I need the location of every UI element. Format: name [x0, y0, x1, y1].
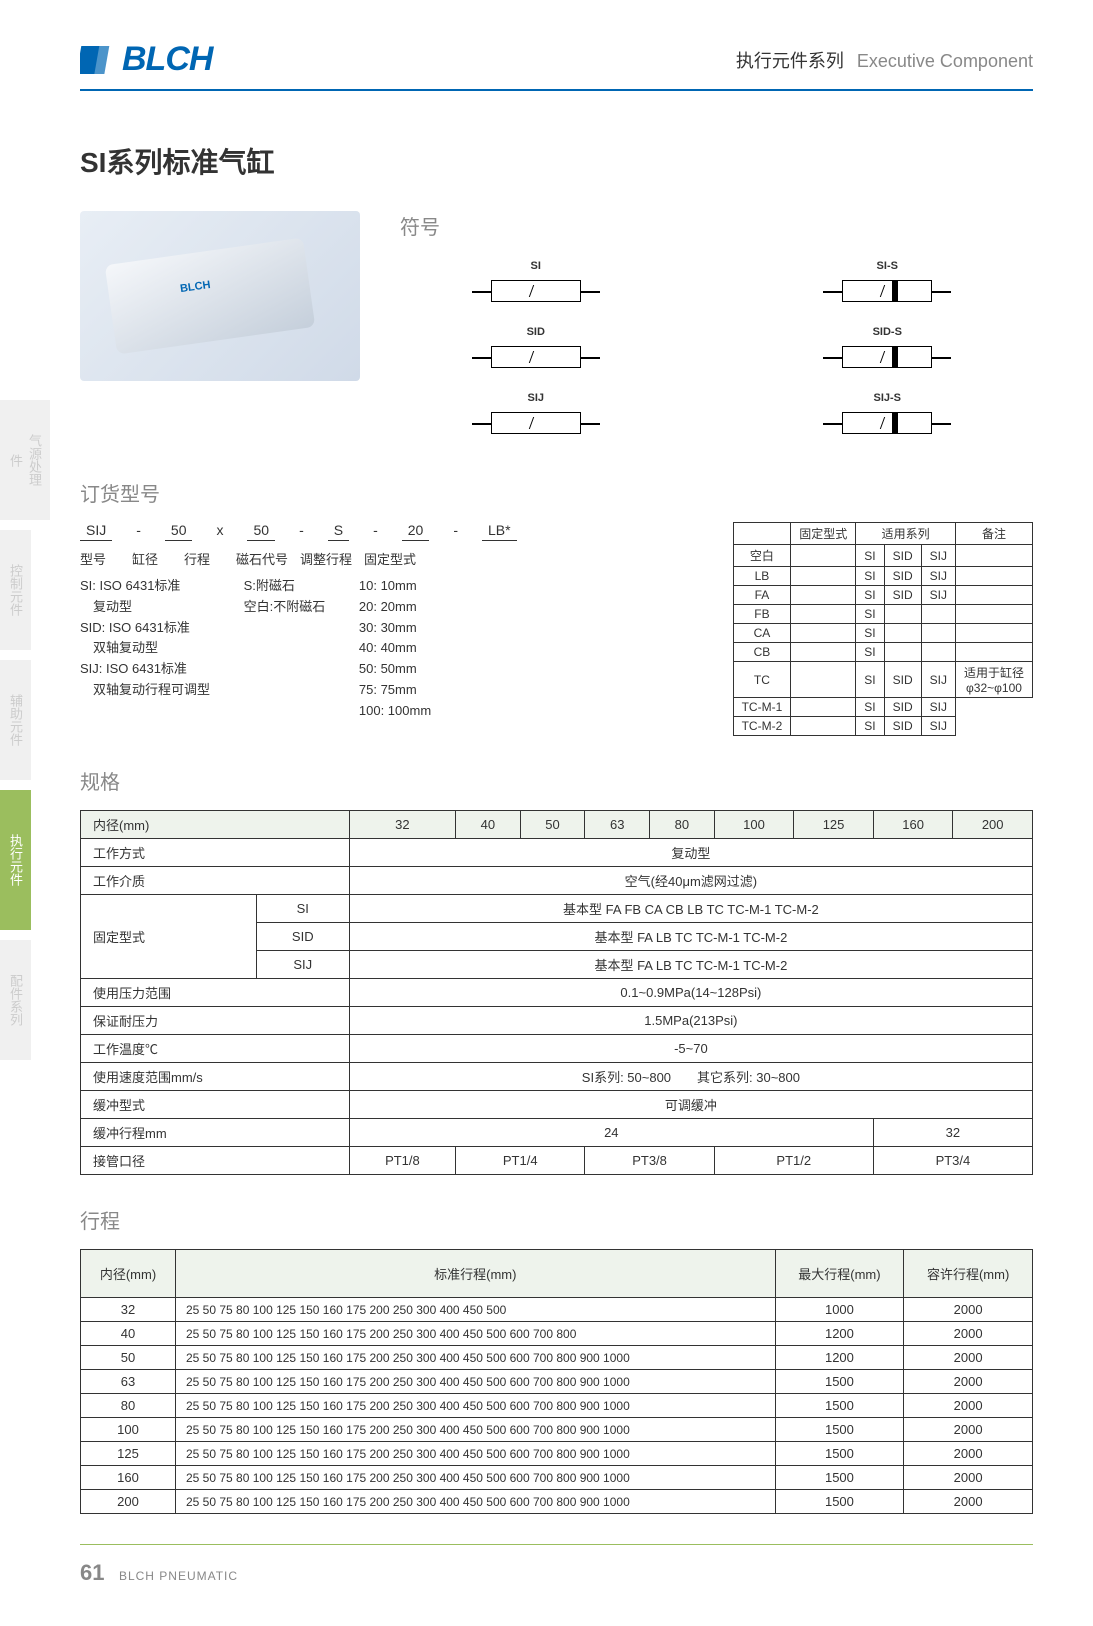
tab-air: 气源处理件 [0, 400, 50, 520]
logo-icon [80, 42, 120, 78]
order-labels: 型号缸径行程磁石代号调整行程固定型式 [80, 549, 693, 568]
header-title: 执行元件系列 Executive Component [736, 47, 1033, 73]
tab-parts: 配件系列 [0, 940, 31, 1060]
spec-title: 规格 [80, 766, 1033, 795]
order-code: SIJ-50x50-S-20-LB* [80, 522, 693, 541]
order-section: SIJ-50x50-S-20-LB* 型号缸径行程磁石代号调整行程固定型式 SI… [80, 522, 1033, 736]
tab-control: 控制元件 [0, 530, 31, 650]
tab-aux: 辅助元件 [0, 660, 31, 780]
header-en: Executive Component [857, 51, 1033, 71]
spec-table: 内径(mm)3240506380100125160200工作方式复动型工作介质空… [80, 810, 1033, 1175]
title-prefix: SI [80, 147, 106, 178]
symbol-SI-S: SI-S [742, 260, 1034, 306]
header-cn: 执行元件系列 [736, 51, 844, 71]
main-title: SI系列标准气缸 [80, 141, 1033, 181]
side-navigation: 气源处理件 控制元件 辅助元件 执行元件 配件系列 [0, 400, 32, 1070]
symbol-SIJ-S: SIJ-S [742, 392, 1034, 438]
order-desc: SI: ISO 6431标准 复动型SID: ISO 6431标准 双轴复动型S… [80, 576, 693, 722]
symbol-SIJ: SIJ [390, 392, 682, 438]
logo: BLCH [80, 40, 212, 79]
fixed-type-table: 固定型式适用系列备注空白SISIDSIJLBSISIDSIJFASISIDSIJ… [733, 522, 1033, 736]
page-header: BLCH 执行元件系列 Executive Component [80, 40, 1033, 91]
stroke-title: 行程 [80, 1205, 1033, 1234]
footer: 61 BLCH PNEUMATIC [80, 1544, 1033, 1586]
symbol-SI: SI [390, 260, 682, 306]
symbol-SID-S: SID-S [742, 326, 1034, 372]
logo-text: BLCH [122, 40, 212, 79]
product-image [80, 211, 360, 381]
symbol-title: 符号 [390, 211, 1033, 240]
footer-brand: BLCH PNEUMATIC [119, 1569, 238, 1583]
symbols-block: 符号 SI SI-S SID SID-S SIJ SIJ-S [390, 211, 1033, 438]
page-number: 61 [80, 1560, 104, 1585]
title-text: 系列标准气缸 [106, 147, 274, 178]
product-section: 符号 SI SI-S SID SID-S SIJ SIJ-S [80, 211, 1033, 438]
stroke-table: 内径(mm)标准行程(mm)最大行程(mm)容许行程(mm)3225 50 75… [80, 1249, 1033, 1514]
symbol-SID: SID [390, 326, 682, 372]
order-title: 订货型号 [80, 478, 1033, 507]
tab-exec: 执行元件 [0, 790, 31, 930]
